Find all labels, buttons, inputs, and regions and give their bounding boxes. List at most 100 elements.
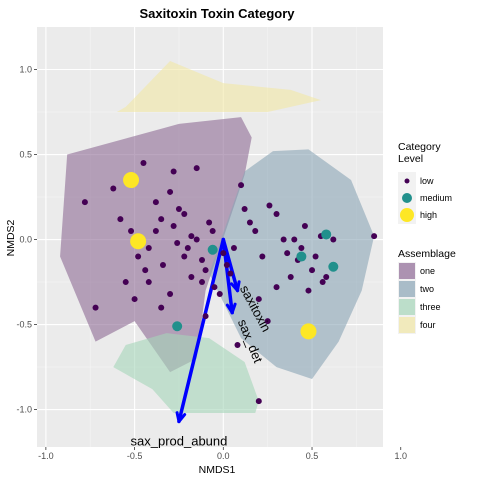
point-medium: [172, 321, 183, 332]
point-low: [193, 236, 200, 243]
x-tick-label: -0.5: [127, 451, 143, 461]
point-low: [167, 290, 174, 297]
point-low: [220, 250, 227, 257]
vector-arrows: [175, 237, 241, 424]
x-axis-ticks: -1.0 -0.5 0.0 0.5 1.0: [38, 447, 407, 461]
legend-swatch-two: [399, 281, 415, 297]
point-low: [255, 296, 262, 303]
point-medium: [328, 261, 339, 272]
legend-category-title-line2: Level: [398, 153, 423, 165]
vector-arrowhead-sax_prod_abund: [175, 411, 187, 423]
point-low: [227, 270, 234, 277]
point-low: [284, 250, 291, 257]
vector-arrowhead-saxitoxin: [230, 280, 241, 293]
point-low: [128, 228, 135, 235]
x-axis-title: NMDS1: [199, 464, 236, 476]
legend-swatch-four: [399, 317, 415, 333]
legend-swatch-three: [399, 299, 415, 315]
legend-assemblage: Assemblage one two three four: [398, 248, 456, 334]
point-low: [280, 236, 287, 243]
x-tick-label: 1.0: [394, 451, 407, 461]
y-tick-label: -1.0: [16, 405, 32, 415]
point-low: [206, 219, 213, 226]
data-points: [81, 160, 378, 405]
point-low: [170, 222, 177, 229]
point-low: [287, 273, 294, 280]
point-low: [298, 245, 305, 252]
legend-assemblage-title: Assemblage: [398, 248, 456, 260]
legend-label-high: high: [420, 210, 437, 220]
point-high: [300, 323, 317, 340]
point-low: [230, 245, 237, 252]
point-low: [181, 253, 188, 260]
point-low: [238, 182, 245, 189]
point-low: [184, 245, 191, 252]
point-low: [241, 205, 248, 212]
point-low: [145, 279, 152, 286]
point-low: [319, 279, 326, 286]
legend-category-title-line1: Category: [398, 141, 441, 153]
y-axis-ticks: -1.0 -0.5 0.0 0.5 1.0: [16, 65, 37, 415]
hull-four: [116, 61, 321, 113]
x-tick-label: 0.5: [306, 451, 319, 461]
point-low: [259, 253, 266, 260]
legend-label-three: three: [420, 302, 441, 312]
hull-three: [113, 333, 259, 413]
point-low: [142, 267, 149, 274]
point-low: [246, 219, 253, 226]
point-low: [135, 253, 142, 260]
point-low: [159, 262, 166, 269]
point-low: [175, 205, 182, 212]
point-low: [145, 245, 152, 252]
point-low: [255, 398, 262, 405]
y-tick-label: 0.0: [19, 235, 32, 245]
point-low: [181, 211, 188, 218]
point-low: [174, 239, 181, 246]
vector-arrowhead-sax_det: [225, 302, 237, 315]
point-low: [323, 273, 330, 280]
point-low: [234, 341, 241, 348]
point-low: [266, 202, 273, 209]
legend-category-items: low medium high: [398, 172, 452, 224]
point-low: [273, 211, 280, 218]
y-tick-label: 1.0: [19, 65, 32, 75]
legend-swatch-one: [399, 263, 415, 279]
point-low: [131, 296, 138, 303]
point-medium: [207, 244, 218, 255]
legend-assemblage-items: one two three four: [398, 262, 441, 334]
point-low: [122, 279, 129, 286]
point-low: [371, 233, 378, 240]
point-low: [199, 256, 206, 263]
point-low: [188, 233, 195, 240]
legend-label-one: one: [420, 266, 435, 276]
point-low: [81, 199, 88, 206]
point-low: [188, 273, 195, 280]
point-low: [305, 287, 312, 294]
point-low: [199, 279, 206, 286]
point-low: [301, 222, 308, 229]
point-low: [92, 304, 99, 311]
y-tick-label: -0.5: [16, 320, 32, 330]
point-high: [130, 233, 147, 250]
hull-one: [60, 117, 252, 373]
vector-label-sax_prod_abund: sax_prod_abund: [131, 433, 228, 448]
point-low: [216, 290, 223, 297]
point-low: [211, 284, 218, 291]
point-low: [202, 267, 209, 274]
legend-key-medium: [402, 193, 412, 203]
assemblage-hulls: [60, 61, 375, 413]
point-low: [252, 228, 259, 235]
point-low: [291, 236, 298, 243]
legend-category-level: Category Level low medium high: [398, 141, 452, 224]
point-low: [152, 199, 159, 206]
point-low: [170, 168, 177, 175]
point-low: [312, 253, 319, 260]
point-low: [193, 165, 200, 172]
point-low: [158, 304, 165, 311]
y-axis-title: NMDS2: [5, 219, 17, 256]
point-medium: [321, 229, 332, 240]
point-low: [330, 236, 337, 243]
vector-sax_prod_abund: [177, 237, 226, 424]
